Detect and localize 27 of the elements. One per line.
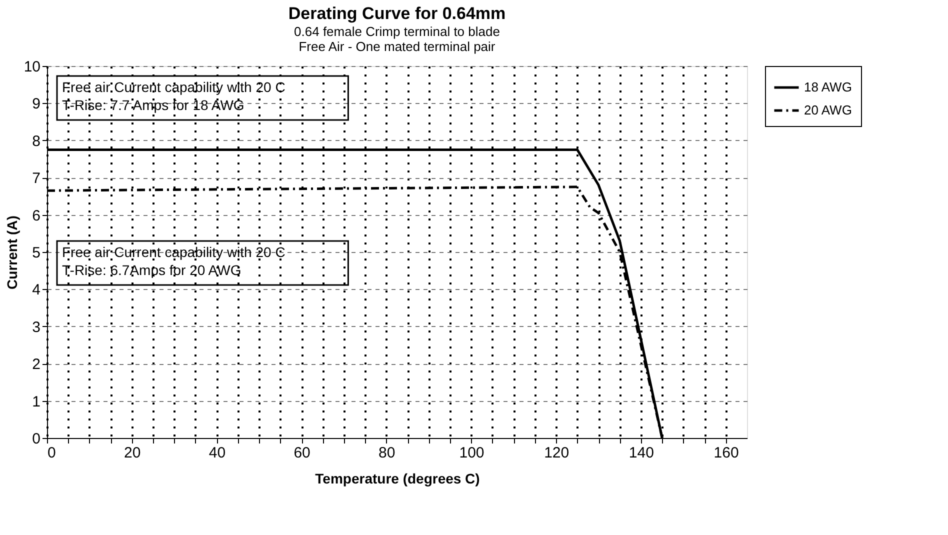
x-axis-title: Temperature (degrees C) xyxy=(315,470,480,486)
y-axis-title: Current (A) xyxy=(4,216,20,290)
y-tick-label: 1 xyxy=(32,393,40,410)
legend-label: 18 AWG xyxy=(804,80,852,94)
text: 0.64 female Crimp terminal to blade xyxy=(294,24,500,39)
x-tick-label: 120 xyxy=(544,444,570,462)
x-tick-label: 140 xyxy=(628,444,654,462)
text: Free Air - One mated terminal pair xyxy=(298,39,496,54)
y-tick-label: 8 xyxy=(32,132,40,150)
y-tick-label: 6 xyxy=(32,207,40,224)
x-tick-label: 20 xyxy=(124,444,141,462)
x-tick-label: 40 xyxy=(208,444,226,462)
x-tick-label: 100 xyxy=(459,444,484,462)
y-tick-label: 10 xyxy=(24,58,40,76)
legend-label: 20 AWG xyxy=(804,102,852,118)
y-tick-label: 4 xyxy=(32,282,40,299)
x-tick-label: 80 xyxy=(378,444,396,462)
y-tick-label: 2 xyxy=(32,356,40,374)
y-tick-label: 0 xyxy=(32,430,40,448)
y-tick-label: 5 xyxy=(32,244,40,262)
x-tick-label: 0 xyxy=(48,444,56,462)
y-tick-label: 7 xyxy=(32,170,40,188)
x-tick-label: 60 xyxy=(294,444,310,462)
chart-title: Derating Curve for 0.64mm xyxy=(288,4,506,23)
y-tick-label: 9 xyxy=(32,96,40,113)
y-tick-label: 3 xyxy=(32,318,40,336)
x-tick-label: 160 xyxy=(714,444,739,462)
